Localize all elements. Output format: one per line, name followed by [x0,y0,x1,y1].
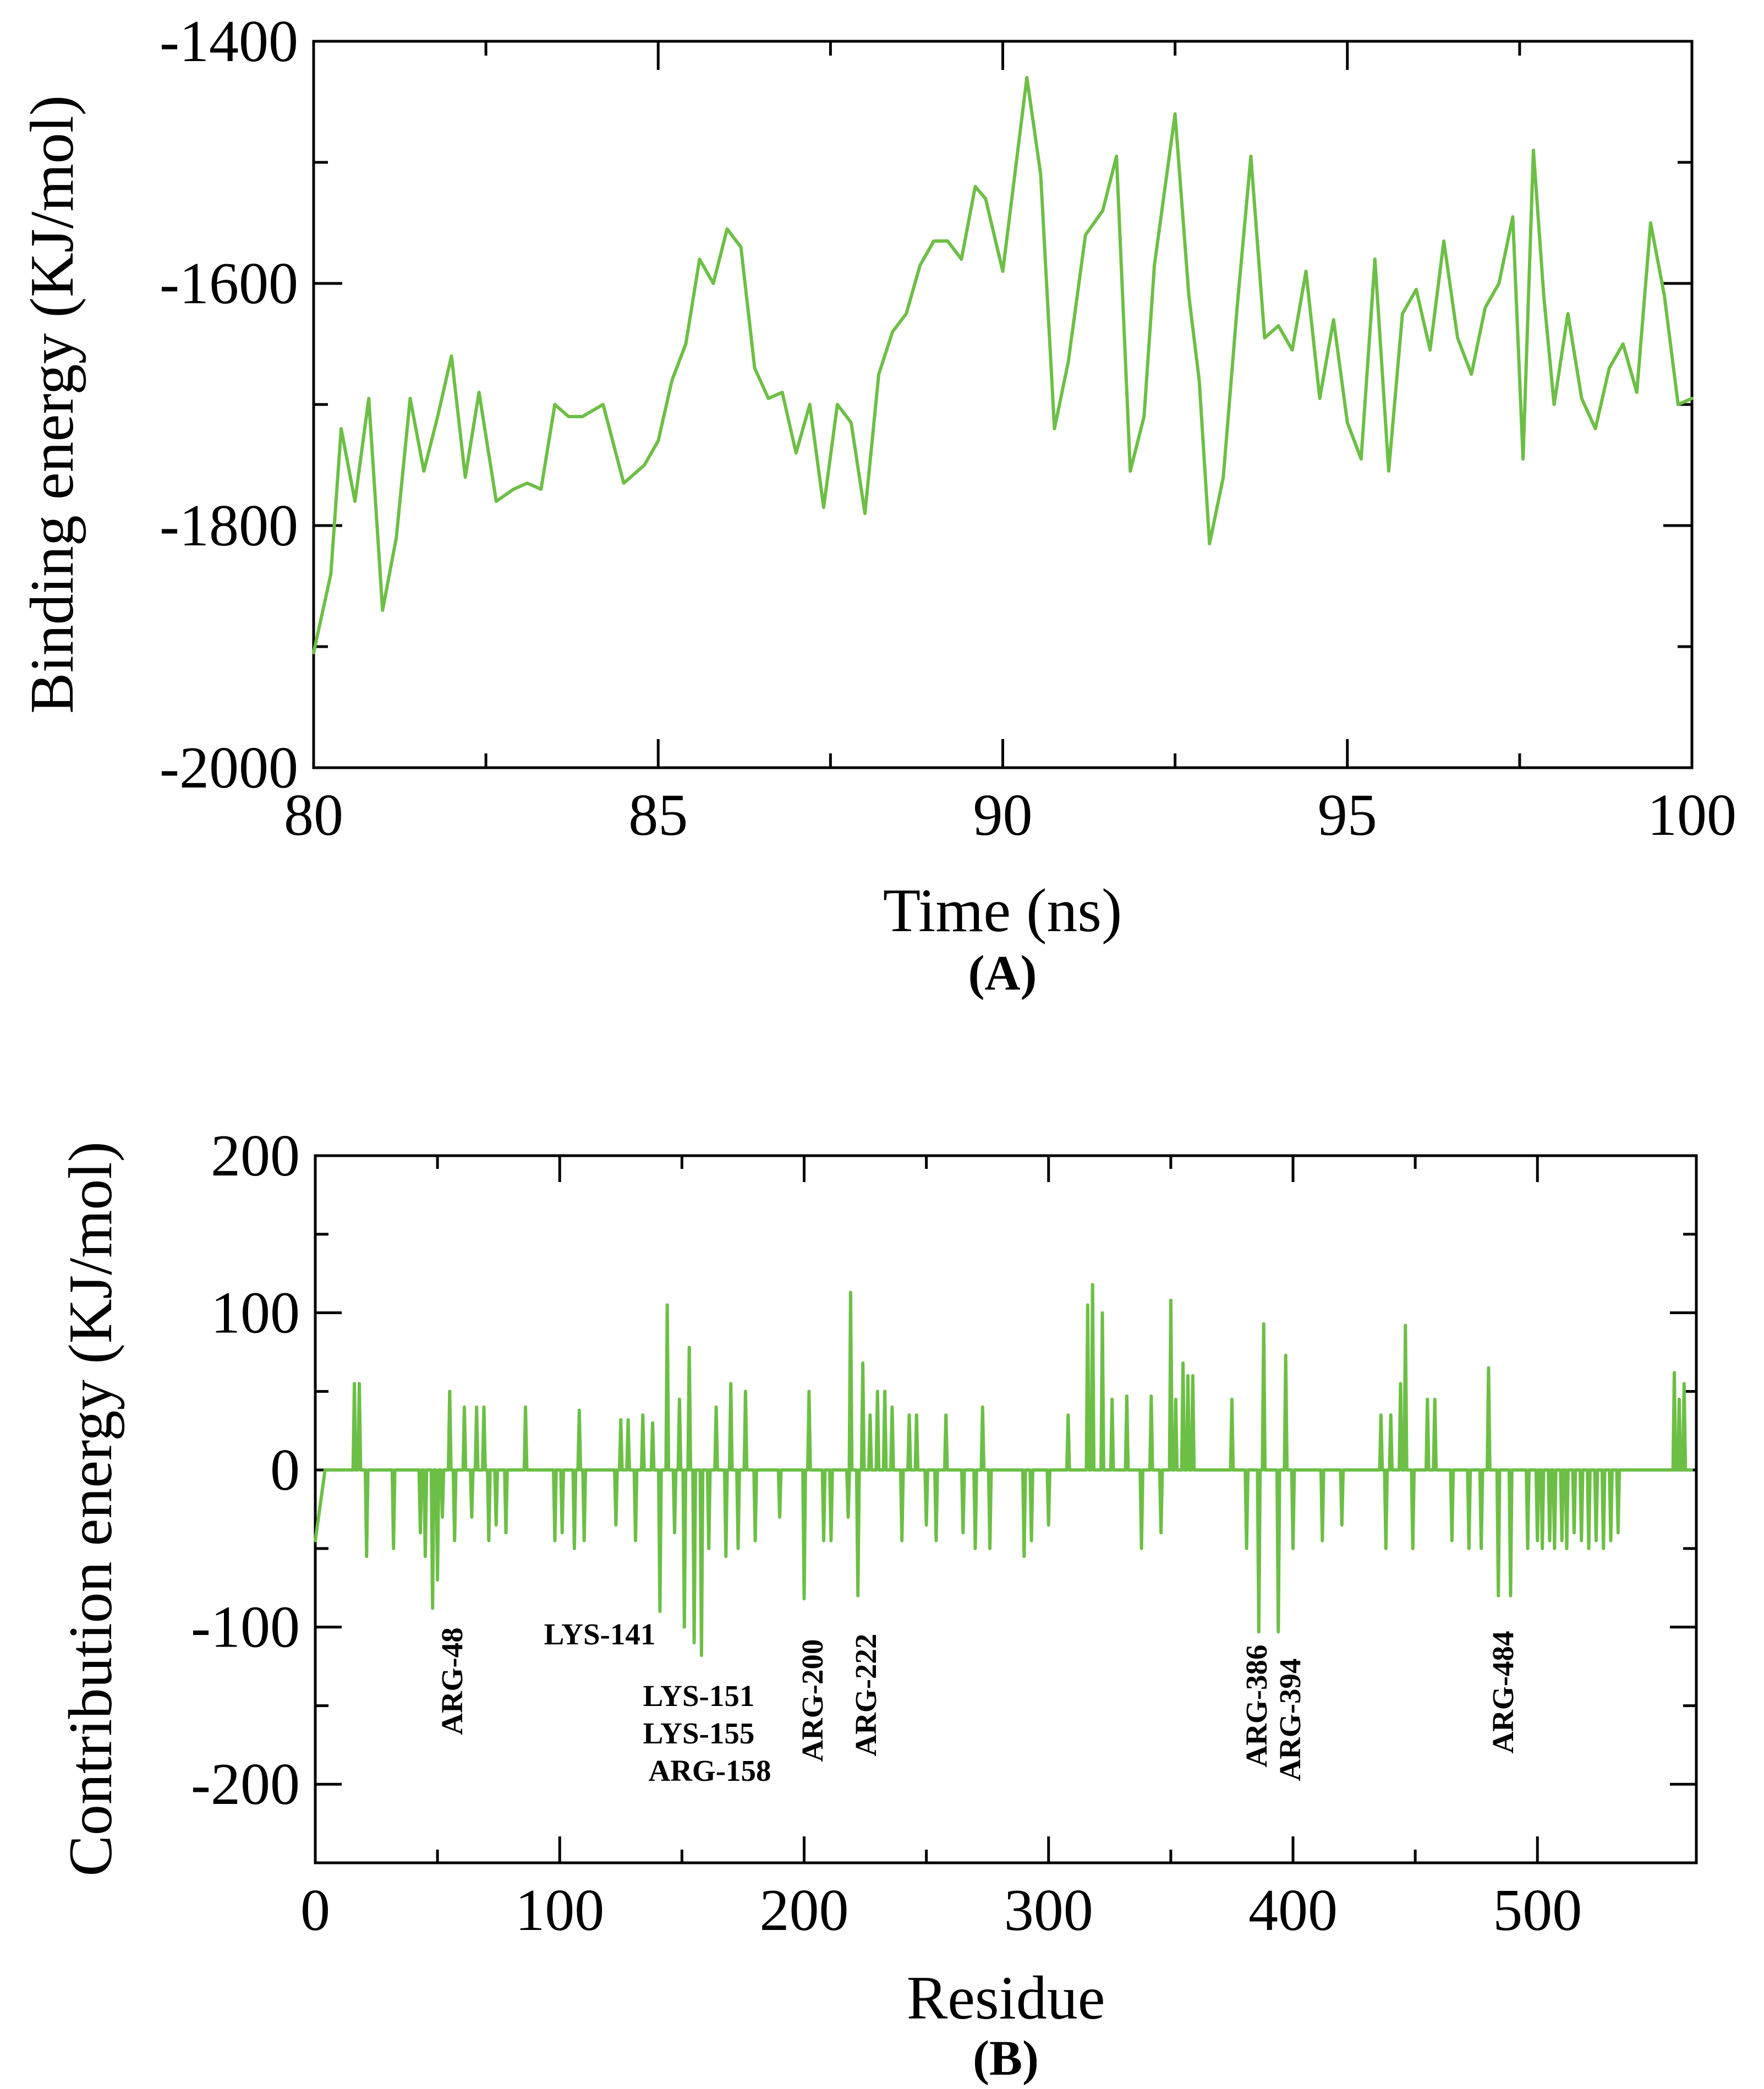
panel-b-x-tick-label: 400 [1248,1878,1338,1943]
contribution-energy-series-line [314,1283,1694,1658]
panel-b-label: (B) [973,2031,1039,2086]
panel-b-y-tick-label: 200 [211,1123,300,1189]
panel-b-x-tick-label: 200 [759,1878,848,1943]
panel-a-y-tick-label: -2000 [160,735,298,801]
panel-a-x-tick-label: 80 [284,783,343,848]
panel-b-frame [314,1154,1698,1864]
panel-b-x-axis-title: Residue [907,1964,1105,2032]
panel-b: 0 100 200 300 400 500 -200 -100 0 100 200 ARG-48 LY… [57,1123,1698,2086]
panel-a-y-axis-title: Binding energy (KJ/mol) [18,95,86,714]
panel-b-tick-labels: 0 100 200 300 400 500 -200 -100 0 100 200 [191,1123,1582,1943]
annotation-arg-484: ARG-484 [1486,1631,1520,1753]
panel-a-y-tick-label: -1400 [160,9,298,74]
annotation-arg-386: ARG-386 [1240,1644,1273,1767]
panel-b-x-tick-label: 100 [515,1878,604,1943]
panel-b-y-tick-label: -100 [191,1595,300,1660]
panel-a-label: (A) [968,946,1037,1000]
panel-a-x-tick-label: 95 [1318,783,1377,848]
annotation-arg-222: ARG-222 [849,1633,883,1756]
panel-b-ticks [314,1154,1696,1863]
panel-a-x-tick-label: 90 [973,783,1033,848]
panel-b-y-tick-label: 0 [270,1437,300,1503]
annotation-arg-158: ARG-158 [648,1754,771,1787]
panel-b-y-tick-label: -200 [191,1752,300,1817]
panel-b-y-tick-label: 100 [211,1281,300,1346]
panel-a-x-tick-label: 85 [628,783,688,848]
panel-b-x-tick-label: 500 [1493,1878,1582,1943]
panel-a-x-axis-title: Time (ns) [883,877,1122,945]
annotation-lys-155: LYS-155 [643,1716,755,1750]
panel-b-x-tick-label: 300 [1004,1878,1093,1943]
panel-b-x-tick-label: 0 [300,1878,330,1943]
panel-a-tick-labels: 80 85 90 95 100 -2000 -1800 -1600 -1400 [160,9,1736,848]
panel-b-y-axis-title: Contribution energy (KJ/mol) [57,1141,125,1877]
panel-a-y-tick-label: -1600 [160,251,298,316]
annotation-arg-200: ARG-200 [796,1639,829,1762]
annotation-lys-141: LYS-141 [544,1617,656,1651]
binding-energy-series-line [312,76,1694,654]
panel-a-y-tick-label: -1800 [160,493,298,559]
panel-a-x-tick-label: 100 [1647,783,1736,848]
panel-a-ticks [312,40,1694,769]
panel-a-frame [312,40,1694,769]
annotation-lys-151: LYS-151 [643,1679,755,1713]
panel-a: 80 85 90 95 100 -2000 -1800 -1600 -1400 Time (ns… [18,9,1736,1000]
annotation-arg-48: ARG-48 [435,1627,469,1735]
annotation-arg-394: ARG-394 [1273,1658,1307,1781]
